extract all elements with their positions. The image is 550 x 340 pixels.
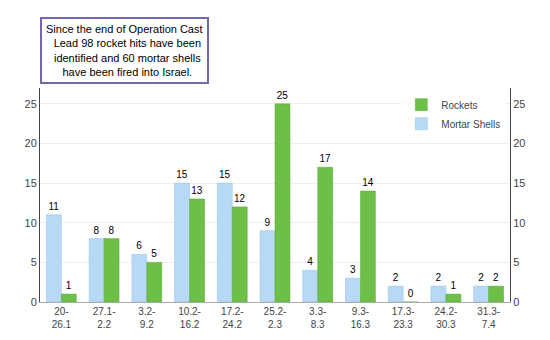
svg-text:9: 9 [265,217,271,228]
svg-text:10.2-16.2: 10.2-16.2 [178,306,201,330]
svg-text:2: 2 [393,272,399,283]
svg-text:10: 10 [513,217,525,229]
svg-text:0: 0 [31,296,37,308]
svg-text:3: 3 [350,264,356,275]
svg-text:5: 5 [513,256,519,268]
svg-text:1: 1 [66,280,72,291]
svg-text:Since the end of Operation Cas: Since the end of Operation Cast Lead 98 … [46,23,203,78]
svg-text:0: 0 [408,288,414,299]
svg-text:27.1-2.2: 27.1-2.2 [93,306,116,330]
svg-text:4: 4 [307,256,313,267]
svg-text:15: 15 [219,169,231,180]
svg-text:2: 2 [493,272,499,283]
svg-text:2: 2 [478,272,484,283]
svg-text:20-26.1: 20-26.1 [52,306,72,330]
svg-text:0: 0 [513,296,519,308]
svg-text:5: 5 [151,248,157,259]
svg-text:25.2-2.3: 25.2-2.3 [264,306,287,330]
svg-text:3.3-8.3: 3.3-8.3 [309,306,326,330]
svg-text:13: 13 [191,185,203,196]
svg-text:1: 1 [450,280,456,291]
svg-text:8: 8 [109,225,115,236]
svg-text:24.2-30.3: 24.2-30.3 [435,306,458,330]
svg-text:31.3-7.4: 31.3-7.4 [477,306,500,330]
svg-text:20: 20 [25,137,37,149]
svg-text:17.3-23.3: 17.3-23.3 [392,306,415,330]
svg-text:6: 6 [136,240,142,251]
svg-text:5: 5 [31,256,37,268]
svg-text:15: 15 [513,177,525,189]
svg-text:20: 20 [513,137,525,149]
svg-text:12: 12 [234,193,246,204]
svg-text:17: 17 [319,153,331,164]
svg-text:17.2-24.2: 17.2-24.2 [221,306,244,330]
svg-text:3.2-9.2: 3.2-9.2 [138,306,155,330]
svg-text:Mortar Shells: Mortar Shells [441,119,500,130]
svg-text:15: 15 [25,177,37,189]
svg-text:2: 2 [435,272,441,283]
svg-text:11: 11 [48,201,59,212]
svg-text:Rockets: Rockets [441,100,477,111]
svg-text:15: 15 [176,169,188,180]
svg-text:14: 14 [362,177,374,188]
svg-text:8: 8 [94,225,100,236]
svg-text:9.3-16.3: 9.3-16.3 [351,306,371,330]
svg-text:10: 10 [25,217,37,229]
svg-text:25: 25 [513,98,525,110]
svg-text:25: 25 [277,90,289,101]
svg-text:25: 25 [25,98,37,110]
